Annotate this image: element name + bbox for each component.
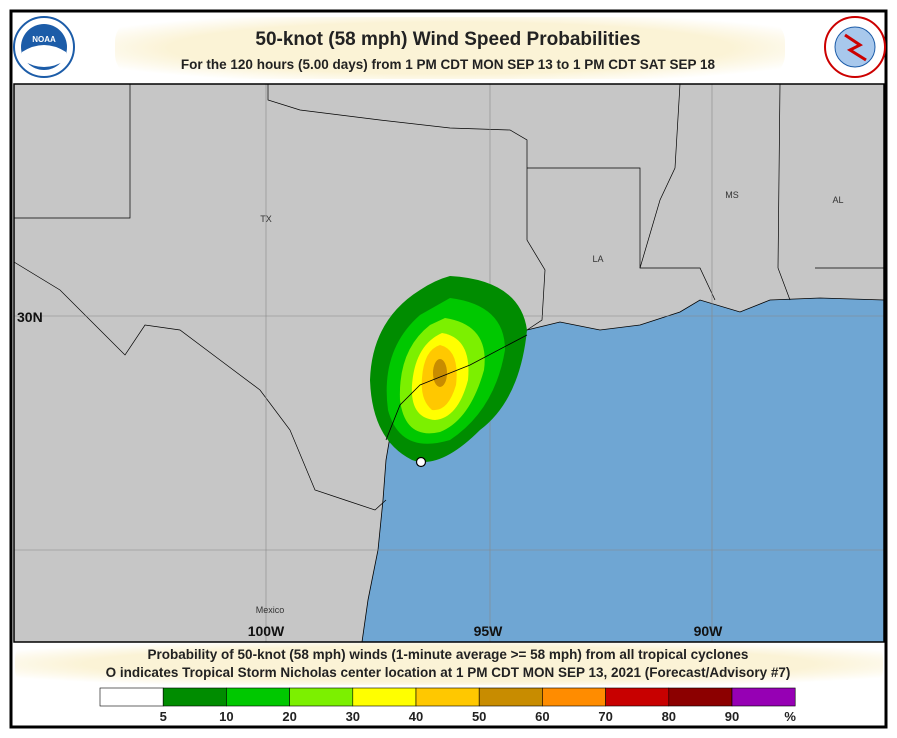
state-label: MS xyxy=(725,190,739,200)
legend-swatch xyxy=(542,687,606,707)
legend-swatch xyxy=(478,687,543,707)
legend-unit: % xyxy=(784,709,796,724)
legend-swatch xyxy=(289,687,354,707)
lon-label: 95W xyxy=(474,623,504,639)
footer-line: O indicates Tropical Storm Nicholas cent… xyxy=(106,665,791,680)
state-label: TX xyxy=(260,214,272,224)
nws-logo xyxy=(824,16,886,78)
title: 50-knot (58 mph) Wind Speed Probabilitie… xyxy=(255,29,640,50)
legend-tick-label: 40 xyxy=(409,709,423,724)
country-label: Mexico xyxy=(256,605,285,615)
legend-tick-label: 70 xyxy=(598,709,612,724)
subtitle: For the 120 hours (5.00 days) from 1 PM … xyxy=(181,57,716,72)
legend-tick-label: 20 xyxy=(282,709,296,724)
legend-tick-label: 60 xyxy=(535,709,549,724)
legend: 5 10 20 30 40 50 60 70 80 90% xyxy=(99,687,796,724)
legend-swatch xyxy=(731,687,796,707)
coast xyxy=(385,334,528,441)
footer-box xyxy=(15,643,883,685)
state-label: AL xyxy=(832,195,843,205)
noaa-logo: NOAA xyxy=(13,16,75,78)
map: TX LA MS AL Mexico 30N 100W 95W 90W xyxy=(14,84,884,642)
map-border xyxy=(13,83,885,643)
lon-label: 90W xyxy=(694,623,724,639)
legend-swatch xyxy=(668,687,733,707)
legend-swatch xyxy=(352,687,417,707)
logo-text: NOAA xyxy=(32,35,56,44)
footer-line: Probability of 50-knot (58 mph) winds (1… xyxy=(148,647,749,662)
legend-swatch xyxy=(605,687,670,707)
borders xyxy=(14,84,884,511)
header-box xyxy=(115,17,785,79)
legend-swatch xyxy=(226,687,290,707)
legend-swatch xyxy=(162,687,227,707)
legend-tick-label: 80 xyxy=(662,709,676,724)
legend-swatch xyxy=(415,687,480,707)
lat-label: 30N xyxy=(17,309,43,325)
storm-center xyxy=(415,456,427,468)
legend-swatch xyxy=(99,687,164,707)
state-label: LA xyxy=(592,254,603,264)
legend-tick-label: 5 xyxy=(160,709,167,724)
legend-tick-label: 10 xyxy=(219,709,233,724)
legend-tick-label: 50 xyxy=(472,709,486,724)
lon-label: 100W xyxy=(248,623,285,639)
legend-tick-label: 90 xyxy=(725,709,739,724)
legend-tick-label: 30 xyxy=(346,709,360,724)
